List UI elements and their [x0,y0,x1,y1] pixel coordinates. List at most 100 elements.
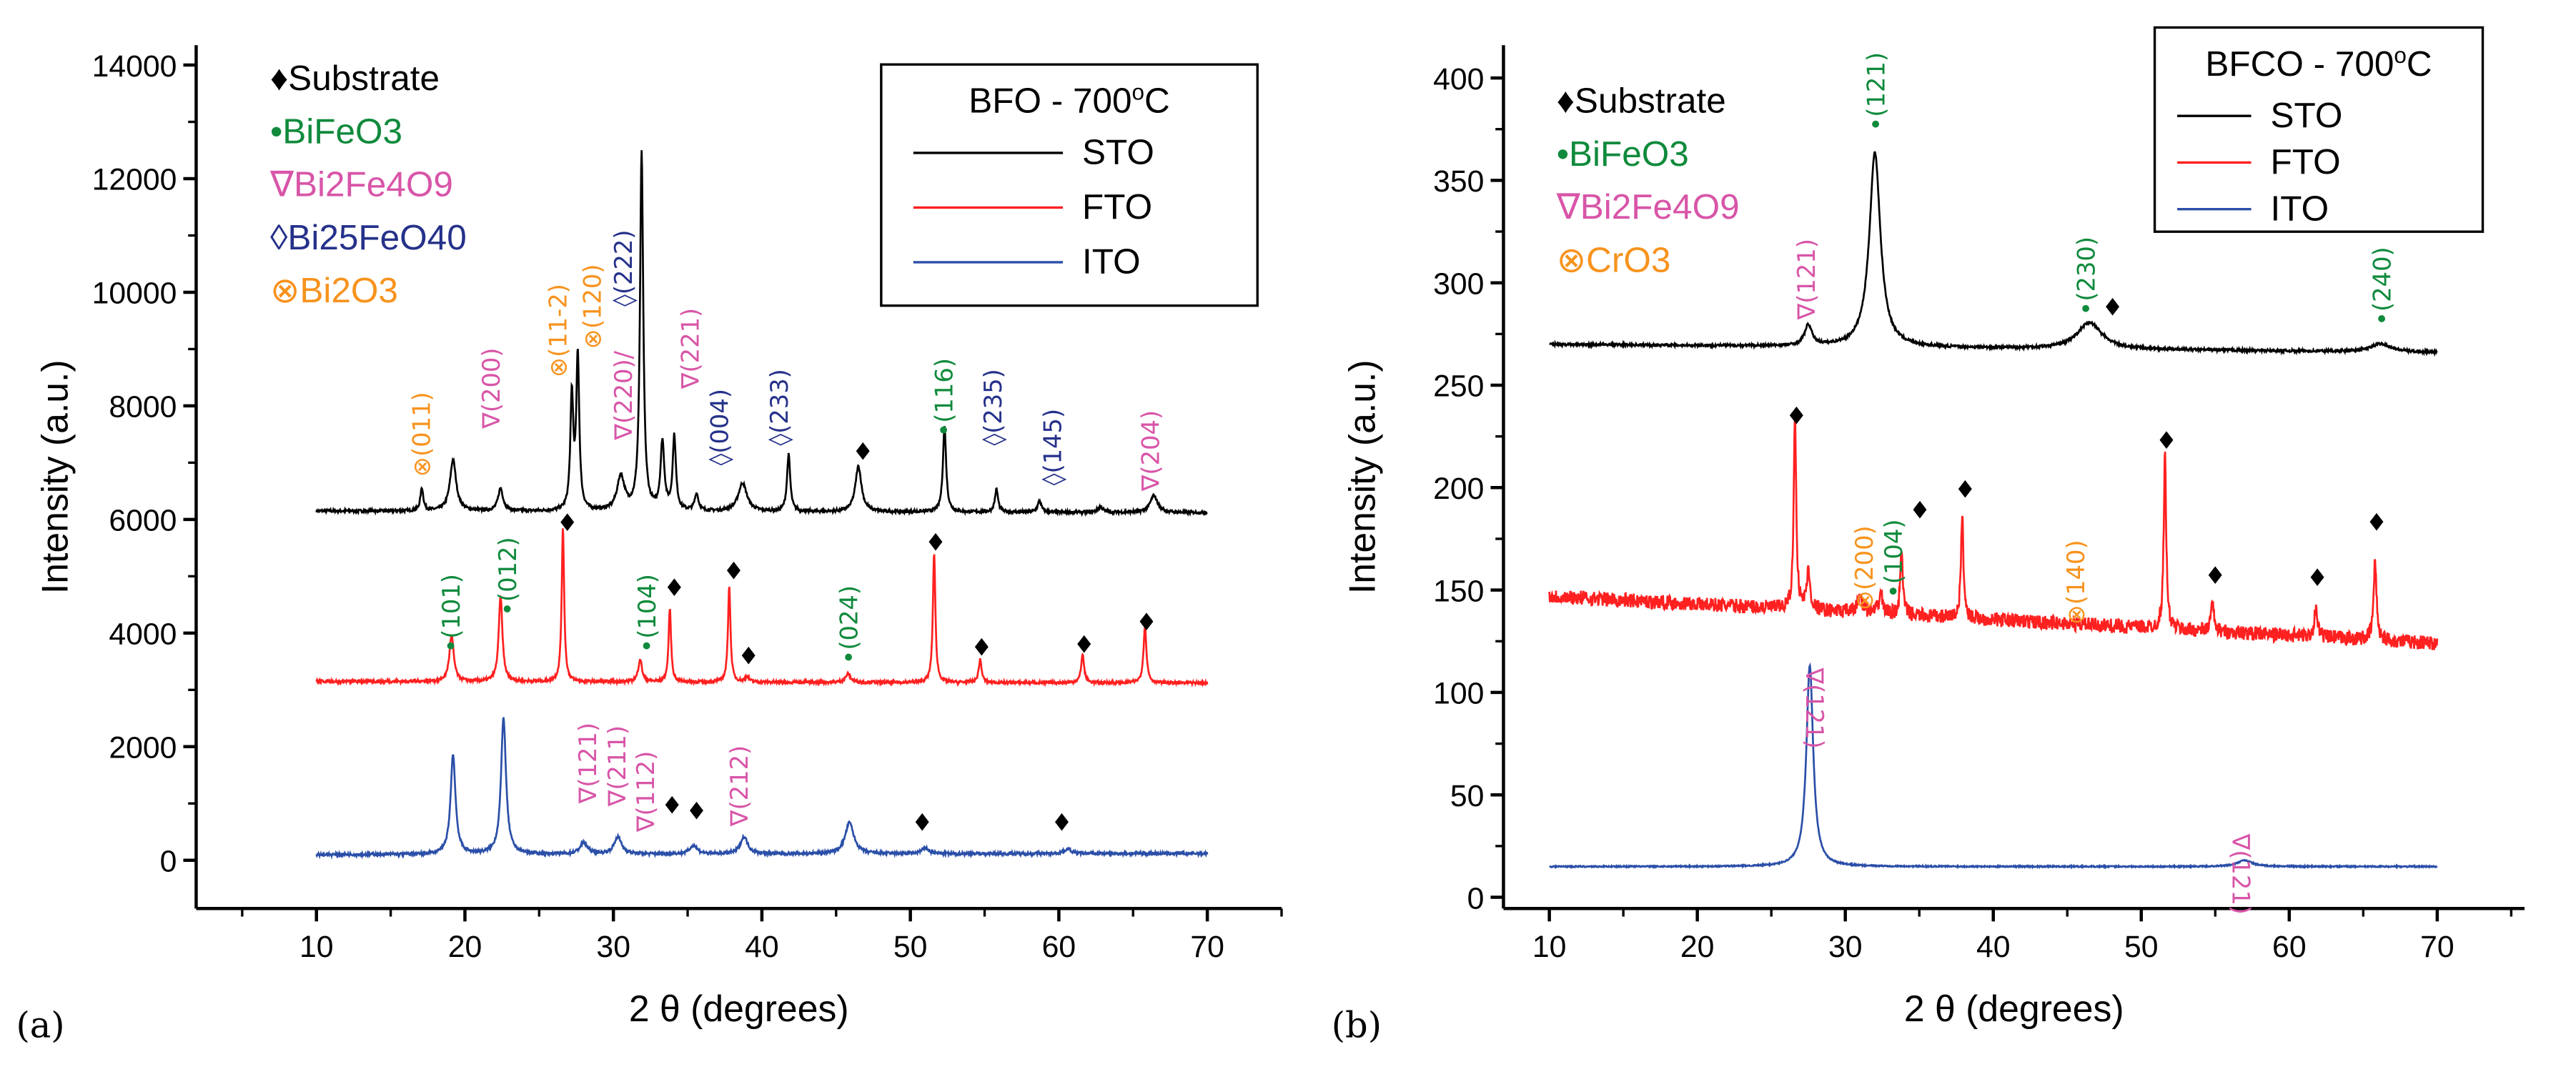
substrate-marker: ♦ [2156,427,2177,455]
x-tick-label: 10 [1532,930,1567,964]
substrate-marker: ♦ [557,509,578,537]
peak-annotation: ∇(121) [1793,239,1820,320]
x-tick-label: 50 [2124,930,2159,964]
x-tick-label: 50 [893,930,928,964]
substrate-marker: ♦ [1074,631,1095,659]
substrate-marker: ♦ [738,642,759,670]
annotation-group: ◊(235) [979,369,1007,445]
legend-entry-fto: FTO [1082,187,1152,227]
annotation-group: ♦ [1136,608,1157,636]
y-tick-label: 0 [160,844,177,878]
y-tick-label: 6000 [109,504,177,538]
x-tick-label: 60 [1042,930,1076,964]
legend-entry-sto: STO [1082,133,1154,172]
phase-key-item: ∇Bi2Fe4O9 [1556,187,1740,227]
annotation-group: •(104) [633,574,661,653]
y-tick-label: 150 [1433,574,1484,608]
x-tick-label: 40 [745,930,779,964]
x-tick-label: 30 [1828,930,1863,964]
peak-annotation: ∇(221) [676,308,704,389]
annotation-group: ♦ [925,529,946,557]
annotation-group: ∇(112) [632,751,660,833]
x-tick-label: 40 [1976,930,2011,964]
y-tick-label: 200 [1433,472,1484,506]
annotation-group: •(101) [437,574,465,653]
legend-title-degree: o [1132,79,1145,105]
x-tick-label: 20 [448,930,482,964]
annotation-group: ♦ [723,557,744,585]
substrate-marker: ♦ [2204,562,2226,590]
annotation-group: ♦ [2366,508,2387,536]
y-tick-label: 2000 [109,731,177,765]
substrate-marker: ♦ [1051,808,1072,836]
y-tick-label: 12000 [92,163,177,197]
y-tick-label: 4000 [109,617,177,652]
peak-annotation: •(101) [437,574,465,653]
legend-entry-ito: ITO [2271,189,2329,228]
peak-annotation: •(104) [1880,519,1908,598]
annotation-group: •(116) [931,358,958,437]
y-tick-label: 8000 [109,390,177,425]
annotation-group: ♦ [685,798,707,825]
peak-annotation: •(012) [494,537,522,616]
series-line-ito [1549,662,2438,870]
annotation-group: ♦ [663,574,685,602]
annotation-group: ⊗(11-2) [545,284,573,377]
legend-title-degree: o [2394,42,2407,68]
x-tick-label: 70 [2420,930,2454,964]
annotation-group: ♦ [661,792,683,820]
annotation-group: •(240) [2369,247,2397,326]
x-tick-label: 10 [299,930,334,964]
peak-annotation: ∇(211) [603,725,631,807]
annotation-group: ∇(200) [477,347,505,429]
annotation-group: ∇(221) [676,308,704,389]
annotation-group: ♦ [1785,402,1807,430]
annotation-group: ♦ [2156,427,2177,455]
legend-title-main: BFCO - 700 [2205,44,2394,84]
peak-annotation: ⊗(011) [407,392,435,477]
peak-annotation: •(116) [931,358,958,437]
substrate-marker: ♦ [911,808,933,836]
y-tick-label: 50 [1450,779,1485,813]
series-line-fto [1548,418,2439,650]
annotation-group: ∇(121) [574,723,602,804]
peak-annotation: ◊(145) [1039,409,1066,485]
substrate-marker: ♦ [2101,294,2123,322]
annotation-group: •(230) [2072,237,2100,316]
panel-a-bfo: 0 2000 4000 6000 8000 10000 12000 14000 10 20 30 40… [16,45,1283,1046]
annotation-group: ∇(220)/ [610,350,638,440]
peak-annotation: ⊗(200) [1851,525,1878,610]
annotation-group: ♦ [852,437,873,465]
annotation-group: ♦ [2204,562,2226,590]
peak-annotation: •(104) [633,574,661,653]
peak-annotation: •(240) [2369,247,2397,326]
annotation-group: •(104) [1880,519,1908,598]
substrate-marker: ♦ [1785,402,1807,430]
annotation-group: ⊗(200) [1851,525,1878,610]
substrate-marker: ♦ [1136,608,1157,636]
peak-annotation: ⊗(140) [2062,540,2090,625]
legend-title-unit: C [2407,44,2432,84]
x-tick-label: 60 [2272,930,2307,964]
annotation-group: ⊗(120) [578,264,606,349]
annotation-group: ◊(004) [705,389,733,465]
y-axis-title: Intensity (a.u.) [1341,359,1382,594]
annotation-group: ♦ [1954,476,1976,504]
legend: BFCO - 700oC STO FTO ITO [2153,26,2485,233]
substrate-marker: ♦ [1909,496,1931,524]
annotation-group: ♦ [911,808,933,836]
peak-annotation: ∇(212) [725,745,753,827]
substrate-marker: ♦ [1954,476,1976,504]
annotation-group: •(024) [836,585,863,665]
peak-annotation: ∇(112) [632,751,660,833]
substrate-marker: ♦ [663,574,685,602]
legend: BFO - 700oC STO FTO ITO [880,63,1259,307]
y-tick-label: 10000 [92,277,177,311]
legend-box [2153,26,2485,233]
phase-key-item: •BiFeO3 [1557,134,1689,174]
peak-annotation: ◊(233) [766,369,793,445]
peak-annotation: ∇(204) [1136,410,1164,492]
legend-title: BFO - 700oC [969,79,1170,121]
series-line-sto [1549,151,2438,357]
